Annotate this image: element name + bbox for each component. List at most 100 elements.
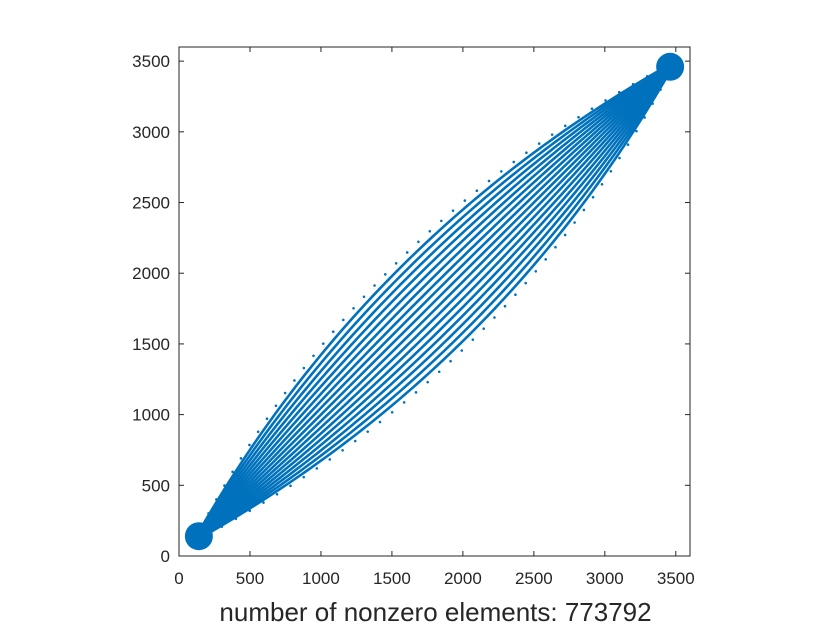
nonzero-dot	[475, 189, 479, 193]
nonzero-dot	[362, 295, 366, 299]
nonzero-dot	[471, 338, 475, 341]
x-tick-label: 2000	[444, 569, 482, 588]
nonzero-dot	[591, 195, 595, 199]
nonzero-dot	[405, 251, 409, 254]
nonzero-dot	[239, 457, 243, 460]
nonzero-dot	[582, 208, 586, 212]
nonzero-dot	[635, 129, 638, 133]
nonzero-dot	[428, 229, 432, 233]
nonzero-dot	[312, 354, 315, 358]
y-tick-label: 2500	[132, 194, 170, 213]
nonzero-dot	[460, 349, 464, 352]
nonzero-dot	[534, 269, 538, 273]
y-tick-label: 500	[142, 476, 170, 495]
nonzero-dot	[604, 99, 607, 102]
nonzero-dot	[590, 107, 594, 111]
nonzero-band	[191, 59, 678, 544]
nonzero-dot	[414, 391, 418, 394]
x-tick-label: 500	[236, 569, 264, 588]
x-axis-label: number of nonzero elements: 773792	[219, 597, 651, 627]
nonzero-dot	[600, 183, 604, 186]
nonzero-dot	[573, 221, 576, 224]
y-tick-label: 0	[161, 547, 170, 566]
nonzero-dot	[437, 370, 441, 374]
axes-box	[178, 46, 691, 557]
nonzero-dot	[302, 475, 306, 479]
nonzero-dot	[618, 156, 621, 160]
nonzero-dot	[449, 359, 452, 363]
nonzero-dot	[426, 380, 429, 384]
x-tick-label: 0	[174, 569, 183, 588]
nonzero-dot	[577, 115, 580, 119]
nonzero-dot	[378, 420, 382, 424]
nonzero-dot	[544, 258, 548, 261]
nonzero-dot	[651, 102, 654, 105]
nonzero-dot	[463, 199, 467, 202]
nonzero-dot	[283, 391, 287, 395]
nonzero-dot	[256, 430, 260, 434]
nonzero-dot	[659, 88, 662, 91]
y-tick-label: 2000	[132, 264, 170, 283]
nonzero-dot	[514, 293, 517, 297]
nonzero-dot	[512, 160, 516, 164]
nonzero-band	[191, 59, 678, 544]
nonzero-pattern	[184, 52, 685, 551]
nonzero-dot	[609, 169, 613, 173]
nonzero-dot	[390, 410, 394, 414]
nonzero-band	[191, 59, 678, 544]
nonzero-dot	[451, 209, 455, 212]
nonzero-dot	[383, 273, 387, 276]
x-tick-label: 3000	[586, 569, 624, 588]
nonzero-dot	[417, 240, 420, 244]
y-tick-label: 1500	[132, 335, 170, 354]
nonzero-dot	[262, 501, 265, 504]
nonzero-dot	[493, 316, 496, 319]
nonzero-band	[191, 59, 678, 544]
x-tick-label: 1000	[302, 569, 340, 588]
nonzero-band	[191, 59, 678, 544]
y-tick-label: 1000	[132, 406, 170, 425]
nonzero-dot	[342, 318, 345, 322]
nonzero-dot	[331, 330, 335, 334]
nonzero-dot	[248, 443, 251, 447]
nonzero-dot	[563, 124, 567, 128]
nonzero-dot	[482, 327, 486, 330]
nonzero-dot	[352, 306, 355, 310]
y-tick-label: 3000	[132, 123, 170, 142]
nonzero-dot	[231, 470, 234, 474]
nonzero-band	[191, 59, 678, 544]
nonzero-dot	[554, 245, 557, 249]
x-tick-label: 1500	[373, 569, 411, 588]
nonzero-dot	[394, 262, 398, 265]
y-tick-label: 3500	[132, 52, 170, 71]
nonzero-dot	[373, 284, 376, 287]
nonzero-band	[191, 59, 678, 544]
nonzero-dot	[315, 467, 319, 470]
nonzero-dot	[643, 116, 646, 119]
nonzero-dot	[563, 233, 567, 237]
nonzero-band	[191, 59, 678, 544]
dense-corner-top-left	[184, 522, 213, 551]
nonzero-band-dotted	[206, 74, 670, 536]
nonzero-dot	[275, 492, 279, 496]
nonzero-dot	[440, 219, 443, 223]
nonzero-dot	[353, 439, 357, 443]
nonzero-dot	[265, 417, 269, 420]
nonzero-dot	[328, 458, 332, 461]
nonzero-band	[191, 59, 678, 544]
nonzero-band	[191, 59, 678, 544]
nonzero-dot	[366, 430, 370, 433]
nonzero-dot	[234, 517, 238, 521]
nonzero-dot	[487, 179, 491, 183]
nonzero-dot	[274, 404, 278, 408]
nonzero-dot	[524, 281, 527, 285]
nonzero-band	[191, 59, 678, 544]
nonzero-dot	[302, 366, 306, 370]
nonzero-dot	[500, 170, 503, 173]
nonzero-dot	[248, 509, 252, 513]
nonzero-band	[191, 59, 678, 544]
nonzero-dot	[293, 379, 296, 382]
nonzero-dot	[626, 143, 630, 146]
nonzero-band	[191, 59, 678, 544]
